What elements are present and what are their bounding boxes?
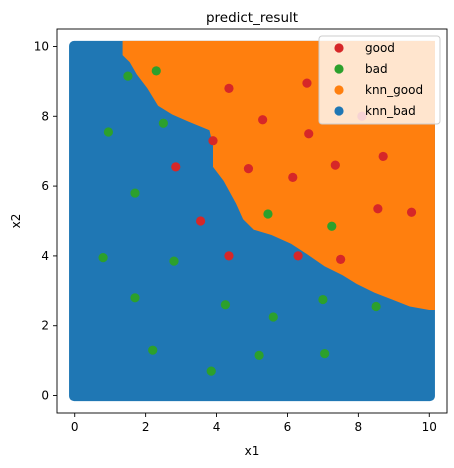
legend: good bad knn_good knn_bad — [318, 35, 441, 125]
point-good — [330, 160, 340, 170]
x-tick-label: 4 — [213, 420, 221, 434]
point-bad — [151, 66, 161, 76]
x-tick-label: 0 — [71, 420, 79, 434]
point-good — [406, 207, 417, 217]
point-good — [224, 83, 234, 93]
point-bad — [98, 253, 108, 263]
point-bad — [254, 350, 264, 360]
point-bad — [103, 127, 114, 137]
x-tick-label: 10 — [422, 420, 437, 434]
point-bad — [169, 256, 179, 266]
y-axis-ticks: 0 2 4 6 8 10 — [34, 39, 57, 403]
point-good — [224, 251, 234, 261]
x-tick-label: 6 — [284, 420, 292, 434]
point-bad — [327, 221, 337, 231]
point-bad — [268, 312, 278, 322]
point-bad — [320, 349, 330, 359]
point-good — [288, 172, 298, 182]
point-good — [378, 151, 388, 162]
point-bad — [130, 188, 140, 198]
legend-box — [318, 35, 441, 125]
point-bad — [220, 300, 231, 310]
point-good — [293, 251, 303, 261]
y-tick-label: 8 — [41, 109, 49, 123]
point-bad — [371, 301, 381, 312]
chart-title: predict_result — [206, 10, 298, 26]
y-tick-label: 6 — [41, 179, 49, 193]
point-good — [302, 78, 312, 88]
data-points — [98, 66, 417, 376]
y-axis-label: x2 — [9, 214, 23, 229]
x-tick-label: 8 — [355, 420, 363, 434]
point-bad — [123, 71, 133, 81]
point-good — [336, 254, 346, 264]
legend-marker-bad — [334, 64, 344, 74]
point-bad — [158, 118, 168, 128]
x-axis-label: x1 — [245, 444, 260, 458]
legend-marker-good — [334, 43, 344, 53]
point-good — [171, 162, 181, 172]
point-good — [243, 164, 254, 174]
point-bad — [318, 294, 328, 305]
legend-marker-knn_bad — [334, 106, 344, 116]
y-tick-label: 4 — [41, 249, 49, 263]
point-good — [304, 129, 314, 139]
point-good — [195, 216, 206, 226]
point-bad — [148, 345, 158, 355]
x-tick-label: 2 — [142, 420, 150, 434]
legend-label-bad: bad — [365, 62, 388, 76]
x-axis-ticks: 0 2 4 6 8 10 — [71, 413, 437, 434]
y-tick-label: 10 — [34, 39, 49, 53]
y-tick-label: 2 — [41, 319, 49, 333]
plot-frame — [56, 28, 448, 414]
point-bad — [130, 293, 140, 303]
legend-label-knn_good: knn_good — [365, 83, 423, 97]
point-good — [373, 204, 383, 214]
y-tick-label: 0 — [41, 389, 49, 403]
legend-label-good: good — [365, 41, 395, 55]
legend-label-knn_bad: knn_bad — [365, 104, 416, 118]
point-bad — [263, 209, 273, 219]
point-good — [258, 115, 268, 125]
point-bad — [206, 366, 216, 376]
legend-marker-knn_good — [334, 85, 344, 95]
point-good — [208, 136, 218, 146]
